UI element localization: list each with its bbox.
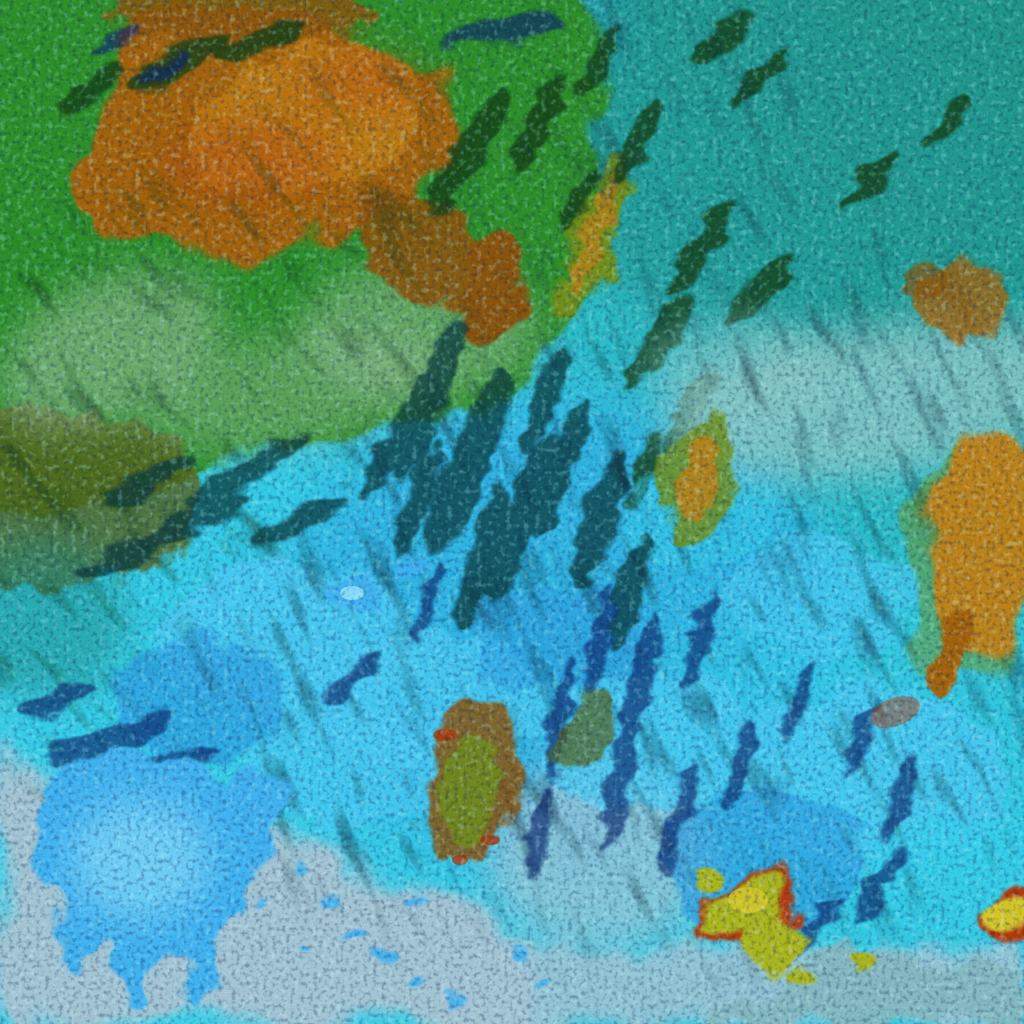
texture-overlays — [0, 0, 1024, 1024]
satellite-image — [0, 0, 1024, 1024]
grain-texture — [0, 0, 1024, 1024]
satellite-canvas — [0, 0, 1024, 1024]
